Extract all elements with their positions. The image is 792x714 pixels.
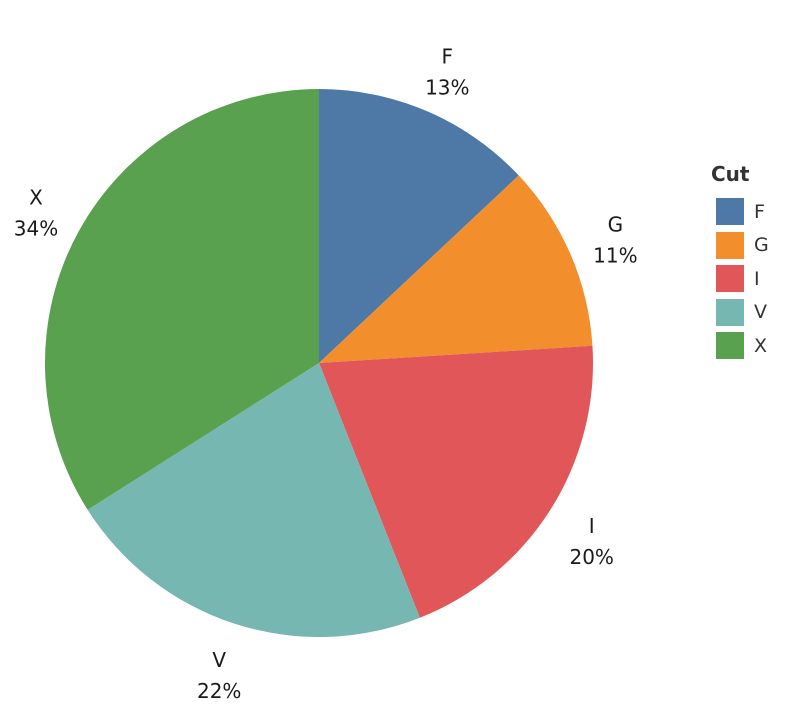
legend-label-i: I <box>754 267 760 290</box>
pie-slice-g[interactable] <box>319 175 593 363</box>
slice-label-value-i: 20% <box>569 545 613 569</box>
legend-label-g: G <box>754 234 769 256</box>
slice-label-category-v: V <box>212 648 226 672</box>
legend-item-g[interactable]: G <box>711 231 791 259</box>
legend-label-f: F <box>754 200 765 223</box>
legend-label-v: V <box>754 301 767 323</box>
pie-slice-labels: F 13% G 11% I 20% V 22% X 34% <box>14 45 638 704</box>
legend-swatch-g <box>716 231 744 259</box>
legend-label-x: X <box>754 334 768 357</box>
pie-slice-f[interactable] <box>319 89 519 363</box>
slice-label-category-i: I <box>589 514 595 538</box>
legend-item-i[interactable]: I <box>711 265 791 292</box>
legend-item-v[interactable]: V <box>711 298 791 326</box>
legend-item-x[interactable]: X <box>711 332 791 359</box>
pie-slices <box>44 88 594 638</box>
legend-item-f[interactable]: F <box>711 198 791 225</box>
slice-label-value-f: 13% <box>425 76 469 100</box>
slice-label-value-v: 22% <box>197 679 241 703</box>
slice-label-category-f: F <box>442 45 454 69</box>
pie-slice-x[interactable] <box>44 88 320 510</box>
pie-chart-canvas: F 13% G 11% I 20% V 22% X 34% <box>14 45 638 704</box>
slice-label-category-x: X <box>29 185 43 209</box>
legend-swatch-v <box>716 298 744 326</box>
pie-slice-v[interactable] <box>87 363 420 638</box>
legend-swatch-i <box>716 265 744 292</box>
legend-swatch-f <box>716 198 744 225</box>
slice-label-value-g: 11% <box>593 244 637 268</box>
legend-title: Cut <box>711 162 750 186</box>
legend: Cut F G I V X <box>711 160 791 366</box>
legend-swatch-x <box>716 332 744 359</box>
slice-label-category-g: G <box>608 213 624 237</box>
slice-label-value-x: 34% <box>14 216 58 240</box>
pie-slice-i[interactable] <box>319 345 594 618</box>
